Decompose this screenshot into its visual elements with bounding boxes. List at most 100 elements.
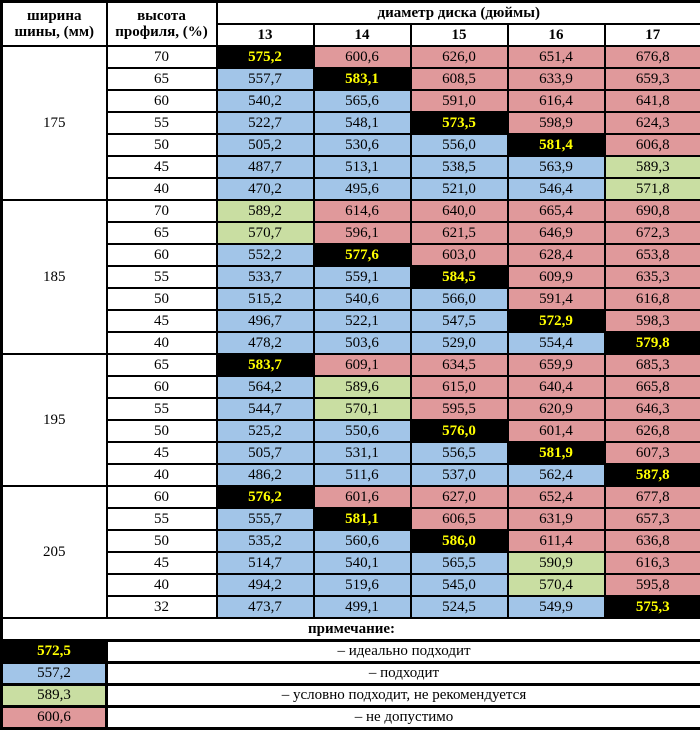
diameter-value-cell: 519,6 <box>314 574 411 596</box>
diameter-value-cell: 573,5 <box>411 112 508 134</box>
profile-height-cell: 65 <box>107 354 217 376</box>
diameter-value-cell: 538,5 <box>411 156 508 178</box>
profile-height-cell: 45 <box>107 442 217 464</box>
diameter-value-cell: 581,9 <box>508 442 605 464</box>
diameter-value-cell: 596,1 <box>314 222 411 244</box>
diameter-value-cell: 563,9 <box>508 156 605 178</box>
diameter-value-cell: 544,7 <box>217 398 314 420</box>
diameter-value-cell: 640,4 <box>508 376 605 398</box>
profile-height-cell: 50 <box>107 288 217 310</box>
diameter-value-cell: 530,6 <box>314 134 411 156</box>
diameter-value-cell: 495,6 <box>314 178 411 200</box>
diameter-value-cell: 586,0 <box>411 530 508 552</box>
diameter-value-cell: 505,7 <box>217 442 314 464</box>
diameter-value-cell: 624,3 <box>605 112 700 134</box>
diameter-value-cell: 598,9 <box>508 112 605 134</box>
diameter-value-cell: 601,4 <box>508 420 605 442</box>
profile-height-cell: 32 <box>107 596 217 618</box>
diameter-value-cell: 677,8 <box>605 486 700 508</box>
profile-height-cell: 70 <box>107 200 217 222</box>
diameter-value-cell: 600,6 <box>314 46 411 68</box>
diameter-value-cell: 522,7 <box>217 112 314 134</box>
diameter-value-cell: 531,1 <box>314 442 411 464</box>
diameter-value-cell: 513,1 <box>314 156 411 178</box>
diameter-value-cell: 652,4 <box>508 486 605 508</box>
diameter-value-cell: 577,6 <box>314 244 411 266</box>
diameter-value-cell: 609,9 <box>508 266 605 288</box>
profile-height-cell: 55 <box>107 266 217 288</box>
diameter-value-cell: 486,2 <box>217 464 314 486</box>
diameter-value-cell: 584,5 <box>411 266 508 288</box>
tire-width-cell: 195 <box>2 354 107 486</box>
legend-swatch-fits: 557,2 <box>2 663 107 685</box>
diameter-value-cell: 571,8 <box>605 178 700 200</box>
disk-diameter-header: диаметр диска (дюймы) <box>217 2 700 25</box>
diameter-value-cell: 579,8 <box>605 332 700 354</box>
diameter-value-cell: 555,7 <box>217 508 314 530</box>
profile-height-cell: 55 <box>107 112 217 134</box>
diameter-value-cell: 550,6 <box>314 420 411 442</box>
diameter-value-cell: 628,4 <box>508 244 605 266</box>
diameter-value-cell: 540,2 <box>217 90 314 112</box>
diameter-value-cell: 581,1 <box>314 508 411 530</box>
diameter-value-cell: 659,9 <box>508 354 605 376</box>
diameter-value-cell: 515,2 <box>217 288 314 310</box>
profile-height-cell: 40 <box>107 464 217 486</box>
profile-height-cell: 45 <box>107 310 217 332</box>
diameter-value-cell: 591,4 <box>508 288 605 310</box>
diameter-value-cell: 525,2 <box>217 420 314 442</box>
diameter-value-cell: 634,5 <box>411 354 508 376</box>
legend-swatch-not-allowed: 600,6 <box>2 707 107 729</box>
diameter-value-cell: 524,5 <box>411 596 508 618</box>
tire-width-cell: 205 <box>2 486 107 618</box>
diameter-value-cell: 641,8 <box>605 90 700 112</box>
diameter-value-cell: 576,0 <box>411 420 508 442</box>
diameter-value-cell: 659,3 <box>605 68 700 90</box>
diameter-value-cell: 503,6 <box>314 332 411 354</box>
diameter-value-cell: 575,3 <box>605 596 700 618</box>
diameter-value-cell: 633,9 <box>508 68 605 90</box>
diameter-value-cell: 611,4 <box>508 530 605 552</box>
diameter-value-cell: 589,2 <box>217 200 314 222</box>
diameter-value-cell: 621,5 <box>411 222 508 244</box>
diameter-value-cell: 560,6 <box>314 530 411 552</box>
diameter-value-cell: 552,2 <box>217 244 314 266</box>
diameter-value-cell: 572,9 <box>508 310 605 332</box>
diameter-value-cell: 566,0 <box>411 288 508 310</box>
diameter-value-cell: 556,5 <box>411 442 508 464</box>
legend-label-ideal: – идеально подходит <box>107 641 700 663</box>
legend-row-not-allowed: 600,6 – не допустимо <box>2 707 700 729</box>
diameter-value-cell: 575,2 <box>217 46 314 68</box>
diameter-value-cell: 547,5 <box>411 310 508 332</box>
diameter-value-cell: 609,1 <box>314 354 411 376</box>
legend-swatch-conditional: 589,3 <box>2 685 107 707</box>
profile-height-cell: 60 <box>107 376 217 398</box>
diameter-value-cell: 685,3 <box>605 354 700 376</box>
diameter-value-cell: 591,0 <box>411 90 508 112</box>
note-title-row: примечание: <box>2 618 700 641</box>
diameter-value-cell: 616,8 <box>605 288 700 310</box>
legend-row-fits: 557,2 – подходит <box>2 663 700 685</box>
tire-width-cell: 175 <box>2 46 107 200</box>
diameter-value-cell: 473,7 <box>217 596 314 618</box>
diameter-value-cell: 505,2 <box>217 134 314 156</box>
diameter-value-cell: 631,9 <box>508 508 605 530</box>
